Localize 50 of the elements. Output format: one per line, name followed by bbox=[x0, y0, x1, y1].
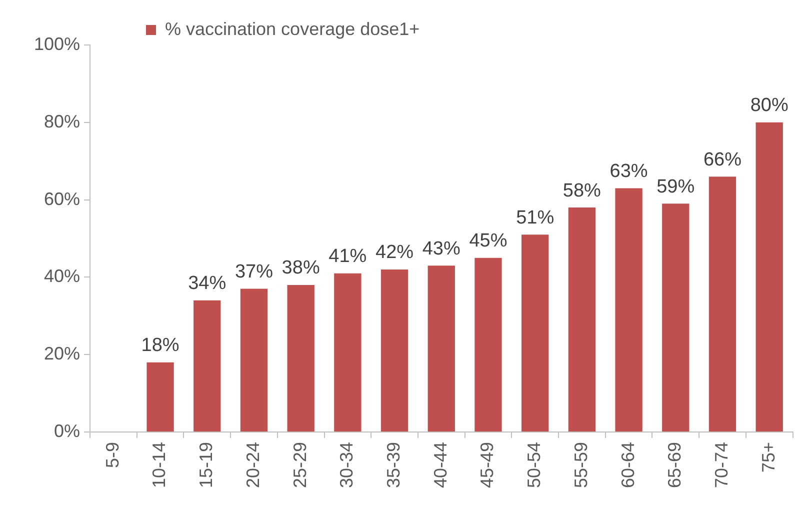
x-tick-label: 5-9 bbox=[102, 442, 122, 468]
x-tick-label: 65-69 bbox=[664, 442, 685, 488]
data-label: 58% bbox=[562, 180, 602, 202]
bar bbox=[194, 300, 221, 432]
bar bbox=[287, 284, 314, 432]
data-label: 63% bbox=[610, 160, 648, 182]
data-label: 34% bbox=[188, 273, 226, 294]
data-label: 37% bbox=[234, 262, 274, 283]
bar bbox=[708, 176, 736, 432]
x-tick-label: 35-39 bbox=[383, 442, 404, 488]
bar bbox=[428, 266, 455, 432]
data-label: 59% bbox=[656, 176, 695, 198]
y-tick-label: 80% bbox=[44, 111, 80, 132]
y-tick-label: 40% bbox=[44, 266, 80, 286]
x-tick-label: 40-44 bbox=[430, 442, 450, 488]
data-label: 43% bbox=[422, 238, 460, 260]
data-label: 38% bbox=[282, 258, 320, 279]
data-label: 51% bbox=[516, 207, 554, 228]
x-tick-label: 15-19 bbox=[196, 442, 216, 488]
y-tick-label: 60% bbox=[44, 188, 80, 209]
bar bbox=[615, 188, 642, 432]
x-tick-label: 30-34 bbox=[336, 442, 357, 488]
bar bbox=[756, 122, 783, 432]
data-label: 18% bbox=[141, 335, 180, 356]
x-tick-label: 60-64 bbox=[618, 442, 638, 488]
x-tick-label: 10-14 bbox=[149, 442, 170, 488]
bar bbox=[474, 258, 502, 432]
data-label: 66% bbox=[703, 149, 742, 170]
x-tick-label: 20-24 bbox=[242, 442, 263, 488]
bar bbox=[521, 234, 549, 432]
y-tick-label: 20% bbox=[44, 344, 80, 364]
x-tick-label: 50-54 bbox=[524, 442, 544, 488]
bar bbox=[662, 204, 690, 432]
y-tick-label: 100% bbox=[34, 34, 80, 54]
y-tick-label: 0% bbox=[54, 420, 80, 441]
data-label: 80% bbox=[750, 95, 788, 116]
x-tick-label: 75+ bbox=[758, 442, 778, 473]
x-tick-label: 45-49 bbox=[477, 442, 498, 488]
bar bbox=[146, 362, 174, 432]
bar bbox=[240, 288, 268, 432]
bar bbox=[334, 273, 362, 432]
bar bbox=[568, 208, 596, 432]
bar bbox=[380, 269, 408, 432]
data-label: 41% bbox=[328, 246, 367, 268]
data-label: 45% bbox=[469, 230, 508, 252]
legend-label: % vaccination coverage dose1+ bbox=[165, 18, 420, 39]
x-tick-label: 25-29 bbox=[290, 442, 310, 488]
x-tick-label: 70-74 bbox=[711, 442, 732, 488]
x-tick-label: 55-59 bbox=[570, 442, 591, 488]
data-label: 42% bbox=[376, 242, 414, 264]
